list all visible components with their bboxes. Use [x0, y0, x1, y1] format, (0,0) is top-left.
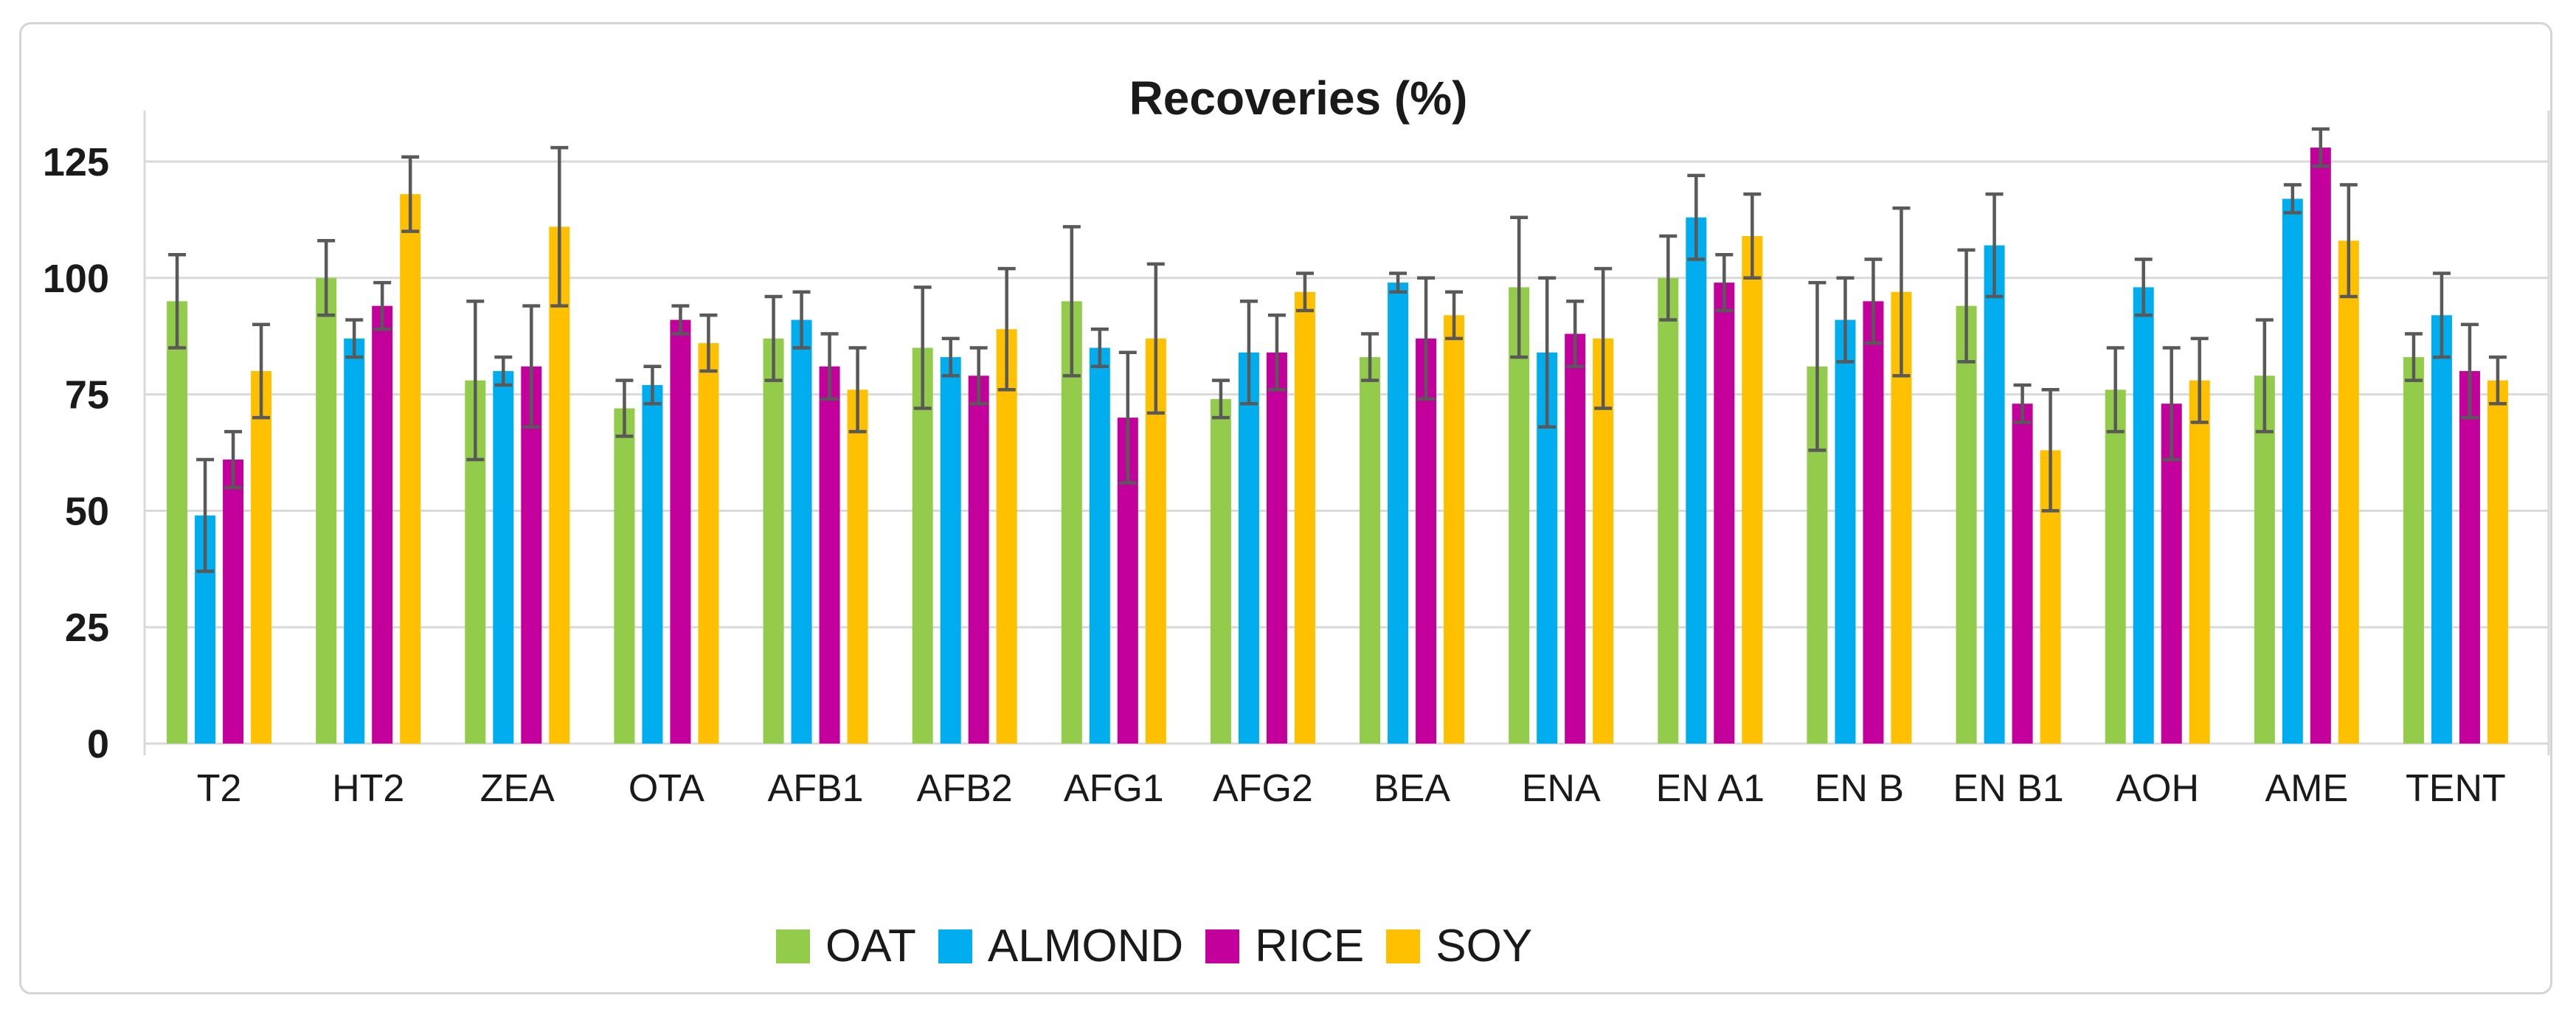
bar-oat-ame: [2254, 375, 2275, 744]
bar-rice-afb1: [819, 366, 840, 744]
bar-oat-afb2: [912, 347, 933, 744]
legend-item-almond: ALMOND: [938, 924, 1183, 969]
chart-title: Recoveries (%): [1129, 72, 1468, 125]
bar-oat-afg2: [1210, 398, 1231, 744]
x-axis-category-label: AFB2: [917, 767, 1013, 810]
bar-rice-bea: [1416, 338, 1437, 744]
x-axis-category-label: OTA: [629, 767, 704, 810]
bar-almond-afb1: [791, 319, 812, 744]
legend-label: OAT: [825, 921, 916, 972]
x-axis-category-label: AOH: [2116, 767, 2199, 810]
y-axis-tick-label: 50: [65, 489, 109, 533]
bar-oat-enb1: [1956, 305, 1977, 744]
bar-rice-zea: [521, 366, 542, 744]
bar-soy-ota: [698, 343, 719, 744]
x-axis-category-label: ENA: [1522, 767, 1601, 810]
x-axis-category-label: AFG1: [1064, 767, 1164, 810]
x-axis-category-label: T2: [197, 767, 242, 810]
x-axis-category-label: EN A1: [1656, 767, 1765, 810]
bar-oat-tent: [2403, 357, 2424, 744]
legend-swatch-rice: [1205, 929, 1240, 963]
legend-swatch-almond: [938, 929, 972, 963]
bar-almond-zea: [493, 371, 514, 744]
bar-rice-afb2: [968, 375, 989, 744]
bar-rice-enb1: [2012, 404, 2033, 744]
bar-oat-t2: [167, 301, 188, 744]
bar-almond-tent: [2431, 315, 2452, 744]
x-axis-category-label: ZEA: [480, 767, 555, 810]
legend: OAT ALMOND RICE SOY: [776, 924, 1532, 969]
legend-swatch-soy: [1386, 929, 1421, 963]
bar-oat-ena: [1509, 287, 1530, 744]
bar-oat-ena1: [1658, 277, 1679, 744]
bar-oat-afb1: [763, 338, 784, 744]
bar-almond-ena1: [1686, 217, 1707, 744]
bar-rice-ota: [670, 319, 691, 744]
x-axis-category-label: EN B1: [1953, 767, 2063, 810]
bar-soy-aoh: [2189, 380, 2210, 744]
bar-almond-afg1: [1089, 347, 1110, 744]
bar-soy-afb1: [847, 389, 868, 744]
bar-rice-afg2: [1266, 352, 1287, 744]
x-axis-category-label: TENT: [2406, 767, 2506, 810]
bar-soy-ht2: [400, 194, 421, 744]
x-axis-category-label: HT2: [332, 767, 404, 810]
y-axis-tick-label: 25: [65, 606, 109, 650]
y-axis-tick-label: 0: [87, 722, 109, 766]
bar-almond-enb: [1835, 319, 1856, 744]
bar-oat-ota: [614, 408, 635, 744]
legend-swatch-oat: [776, 929, 810, 963]
legend-label: ALMOND: [987, 921, 1184, 972]
x-axis-category-label: AME: [2265, 767, 2348, 810]
bar-rice-ame: [2310, 148, 2331, 744]
x-axis-category-label: EN B: [1815, 767, 1904, 810]
bar-almond-afb2: [940, 357, 961, 744]
y-axis-tick-label: 100: [43, 257, 109, 301]
bar-almond-aoh: [2133, 287, 2154, 744]
bar-rice-tent: [2459, 371, 2480, 744]
bar-almond-ame: [2282, 198, 2303, 744]
bar-soy-zea: [549, 226, 570, 744]
legend-label: SOY: [1436, 921, 1533, 972]
bar-rice-ht2: [372, 305, 393, 744]
legend-item-rice: RICE: [1205, 924, 1364, 969]
bar-soy-tent: [2487, 380, 2508, 744]
bar-oat-bea: [1360, 357, 1381, 744]
bar-almond-ht2: [344, 338, 365, 744]
bar-rice-enb: [1863, 301, 1884, 744]
y-axis-tick-label: 125: [43, 140, 109, 184]
x-axis-category-label: BEA: [1374, 767, 1450, 810]
bar-almond-ota: [642, 384, 663, 744]
bar-almond-bea: [1388, 283, 1409, 744]
bar-oat-ht2: [316, 277, 337, 744]
bar-soy-t2: [251, 371, 272, 744]
x-axis-category-label: AFB1: [768, 767, 864, 810]
bar-soy-afg2: [1294, 291, 1315, 744]
bar-soy-ena1: [1742, 235, 1763, 744]
bar-soy-bea: [1444, 315, 1465, 744]
bar-almond-afg2: [1238, 352, 1259, 744]
x-axis-category-label: AFG2: [1213, 767, 1313, 810]
legend-item-oat: OAT: [776, 924, 916, 969]
legend-label: RICE: [1255, 921, 1365, 972]
bar-rice-t2: [223, 459, 244, 744]
bar-soy-afb2: [996, 329, 1017, 744]
bar-almond-enb1: [1984, 245, 2005, 744]
legend-item-soy: SOY: [1386, 924, 1532, 969]
bar-soy-ame: [2338, 240, 2359, 744]
y-axis-tick-label: 75: [65, 373, 109, 418]
bar-rice-ena: [1565, 333, 1586, 744]
bar-rice-ena1: [1714, 283, 1735, 744]
bar-oat-aoh: [2105, 389, 2126, 744]
